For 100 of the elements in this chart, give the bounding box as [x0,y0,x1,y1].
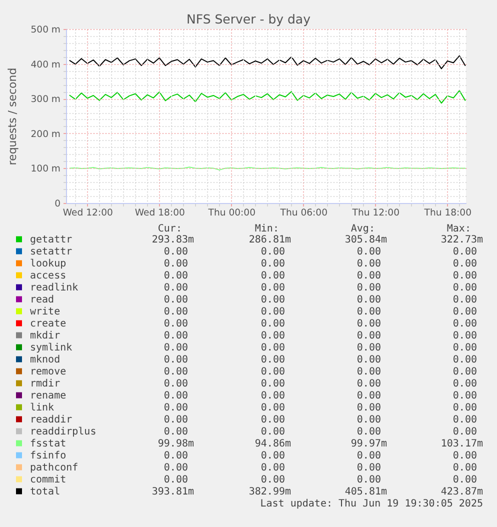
text: 0.00 [356,378,381,390]
text: 0.00 [164,414,188,426]
text: 0.00 [452,426,477,438]
text: 0.00 [164,282,188,294]
text: 0.00 [260,402,285,414]
text: 0.00 [356,306,381,318]
y-tick-label: 200 m [30,128,60,140]
legend-label: read [30,294,54,306]
text: 0.00 [356,390,381,402]
text: 0.00 [260,426,285,438]
text: 0.00 [260,246,285,258]
legend-label: commit [30,474,66,486]
y-tick-label: 300 m [30,94,60,106]
text: 293.83m [152,234,194,246]
text: 0.00 [164,258,188,270]
text: 0.00 [164,378,188,390]
y-tick-label: 100 m [30,164,60,175]
legend-label: mknod [30,354,60,366]
text: Min: [254,223,279,234]
text: 0.00 [164,318,188,330]
text: 0.00 [260,474,285,486]
legend-label: lookup [30,258,66,270]
text: 0.00 [356,426,381,438]
text: 0.00 [260,378,285,390]
text: 0.00 [164,366,188,378]
text: 0.00 [260,354,285,366]
text: Max: [446,223,471,234]
text: 0.00 [260,294,285,306]
text: 0.00 [164,330,188,342]
text: 0.00 [164,270,188,282]
text: 0.00 [452,330,477,342]
text: 0.00 [164,426,188,438]
text: 0.00 [356,330,381,342]
text: Last update: Thu Jun 19 19:30:05 2025 [260,498,483,510]
text: 0.00 [452,450,477,462]
text: 0.00 [452,318,477,330]
text: 0.00 [260,318,285,330]
text: 0.00 [164,354,188,366]
y-tick-label: 400 m [30,59,60,70]
legend-label: symlink [30,342,72,354]
text: 0.00 [452,402,477,414]
text: 0.00 [452,378,477,390]
text: 99.97m [350,438,388,450]
text: 0.00 [356,474,381,486]
text: 0.00 [260,330,285,342]
text: 0.00 [452,306,477,318]
legend-label: readdirplus [30,426,96,438]
text: 0.00 [356,270,381,282]
text: 0.00 [356,246,381,258]
x-tick-label: Thu 06:00 [279,208,328,218]
text: 0.00 [164,390,188,402]
text: 0.00 [452,414,477,426]
text: 0.00 [356,402,381,414]
legend-label: readlink [30,282,78,294]
legend-label: mkdir [30,330,60,342]
text: 0.00 [260,270,285,282]
text: 0.00 [356,414,381,426]
text: 0.00 [452,390,477,402]
legend-label: total [30,486,60,498]
text: 305.84m [344,234,388,246]
x-tick-label: Wed 12:00 [62,208,113,218]
legend-label: rename [30,390,66,402]
text: 0.00 [164,246,188,258]
text: 0.00 [164,342,188,354]
text: 0.00 [164,306,188,318]
legend-label: link [30,402,54,414]
legend-label: setattr [30,246,72,258]
text: 393.81m [152,486,194,498]
text: 0.00 [356,282,381,294]
text: 0.00 [356,318,381,330]
text: 0.00 [452,294,477,306]
legend-label: fsstat [30,438,66,450]
text: 99.98m [158,438,194,450]
text: 0.00 [260,342,285,354]
text: Avg: [350,223,375,234]
legend-label: remove [30,366,66,378]
legend-label: rmdir [30,378,60,390]
text: 0.00 [164,474,188,486]
text: 0.00 [260,282,285,294]
text: 0.00 [452,462,477,474]
text: 0.00 [452,474,477,486]
text: 0.00 [452,282,477,294]
text: 103.17m [440,438,484,450]
text: Cur: [158,223,182,234]
text: 0.00 [260,306,285,318]
text: 0.00 [356,294,381,306]
line-series [68,55,466,70]
text: 405.81m [344,486,388,498]
text: 0.00 [452,258,477,270]
x-tick-label: Thu 12:00 [351,208,400,218]
text: 0.00 [164,294,188,306]
text: 0.00 [356,354,381,366]
text: 0.00 [260,450,285,462]
text: 0.00 [164,402,188,414]
legend-label: access [30,270,66,282]
text: 0.00 [164,462,188,474]
text: 423.87m [440,486,484,498]
y-tick-label: 0 [54,198,61,210]
text: 0.00 [260,414,285,426]
legend-label: readdir [30,414,72,426]
